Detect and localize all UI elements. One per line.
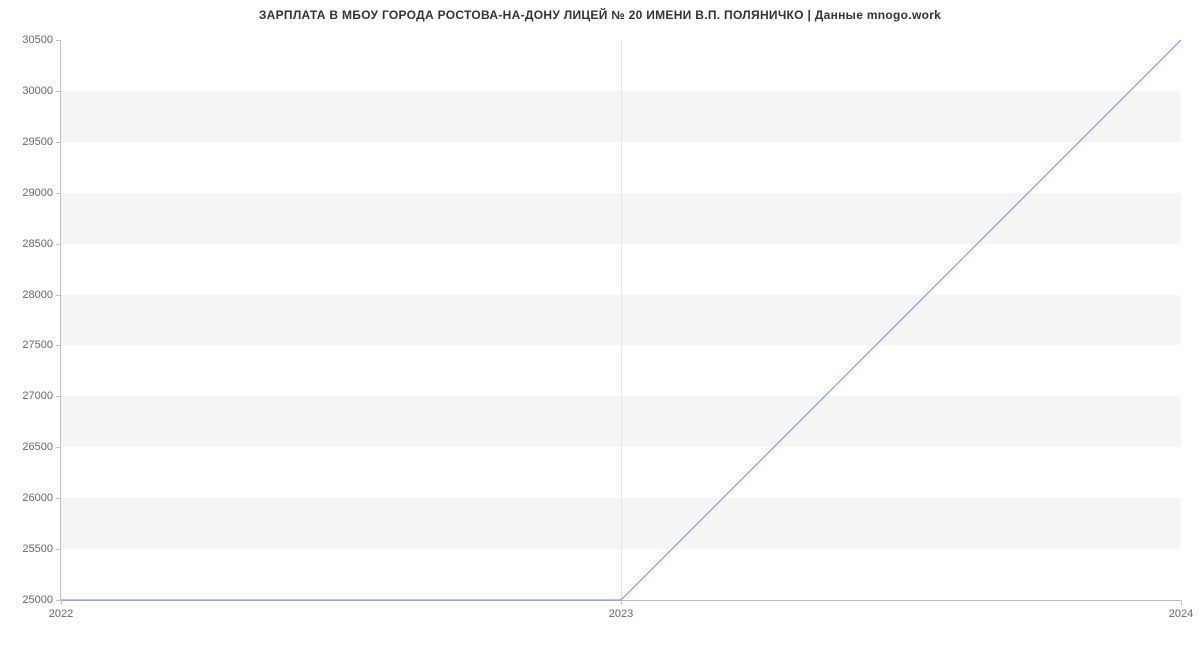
- y-tick: [56, 447, 61, 448]
- y-tick: [56, 345, 61, 346]
- y-tick: [56, 40, 61, 41]
- y-tick: [56, 295, 61, 296]
- y-tick: [56, 396, 61, 397]
- y-tick: [56, 193, 61, 194]
- y-tick: [56, 498, 61, 499]
- y-tick-label: 26500: [22, 441, 53, 453]
- y-tick: [56, 244, 61, 245]
- y-tick-label: 29500: [22, 136, 53, 148]
- y-tick-label: 25000: [22, 594, 53, 606]
- y-tick-label: 29000: [22, 187, 53, 199]
- series-line: [61, 40, 1181, 600]
- x-tick-label: 2022: [49, 608, 73, 620]
- y-tick-label: 30000: [22, 85, 53, 97]
- y-tick-label: 27000: [22, 390, 53, 402]
- x-tick-label: 2024: [1169, 608, 1193, 620]
- y-tick-label: 28000: [22, 289, 53, 301]
- x-tick: [621, 600, 622, 605]
- plot-area: 2500025500260002650027000275002800028500…: [60, 40, 1181, 601]
- y-tick-label: 25500: [22, 543, 53, 555]
- y-tick-label: 28500: [22, 238, 53, 250]
- line-series: [61, 40, 1181, 600]
- salary-line-chart: ЗАРПЛАТА В МБОУ ГОРОДА РОСТОВА-НА-ДОНУ Л…: [0, 0, 1200, 650]
- chart-title: ЗАРПЛАТА В МБОУ ГОРОДА РОСТОВА-НА-ДОНУ Л…: [0, 0, 1200, 26]
- x-tick: [1181, 600, 1182, 605]
- x-tick: [61, 600, 62, 605]
- y-tick: [56, 549, 61, 550]
- y-tick-label: 30500: [22, 34, 53, 46]
- x-tick-label: 2023: [609, 608, 633, 620]
- y-tick-label: 27500: [22, 339, 53, 351]
- y-tick: [56, 91, 61, 92]
- y-tick-label: 26000: [22, 492, 53, 504]
- y-tick: [56, 142, 61, 143]
